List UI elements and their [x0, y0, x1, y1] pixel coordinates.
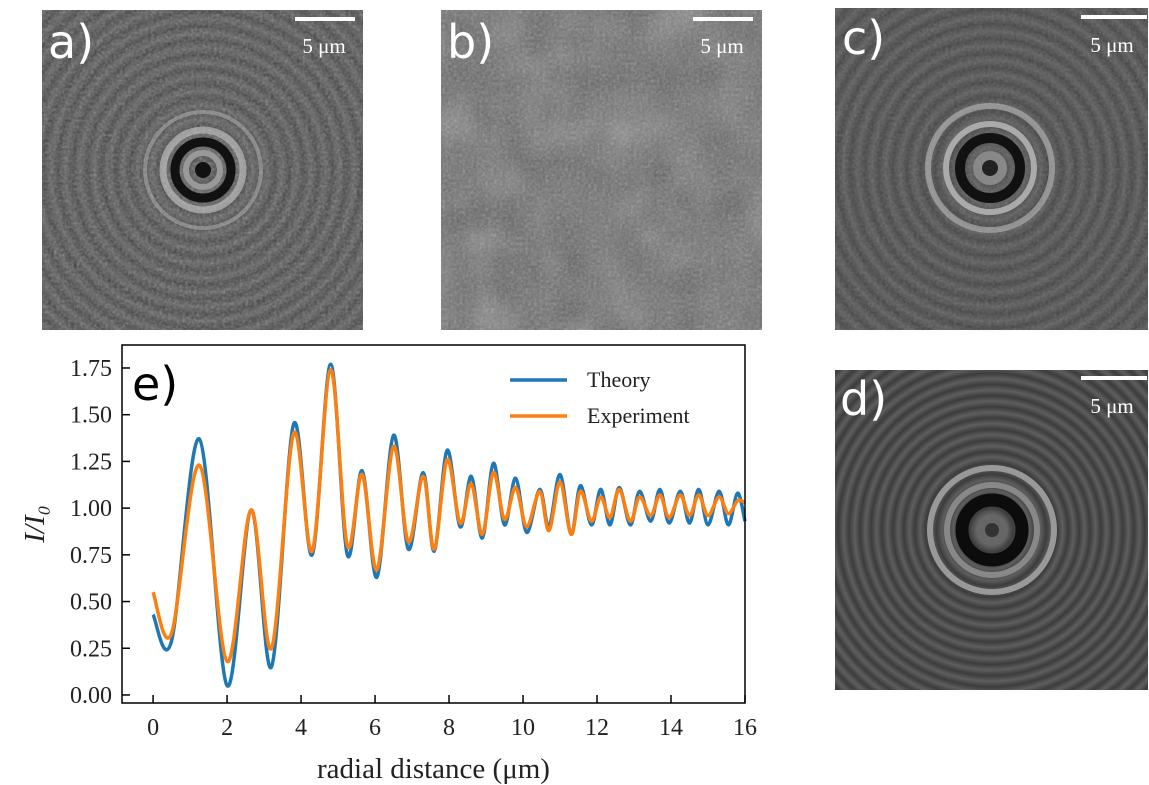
y-tick-label: 1.25: [70, 449, 112, 475]
y-axis-label: I/I₀: [19, 505, 51, 543]
scale-label: 5 μm: [1090, 33, 1133, 57]
x-tick-label: 12: [585, 715, 609, 741]
scale-label: 5 μm: [700, 34, 743, 58]
x-tick-label: 16: [733, 715, 757, 741]
x-tick-label: 8: [443, 715, 455, 741]
legend-label: Theory: [587, 367, 651, 392]
x-axis-label: radial distance (μm): [317, 753, 550, 785]
panel-label: b): [447, 15, 494, 69]
panel-label: a): [48, 15, 94, 69]
x-tick-label: 6: [369, 715, 381, 741]
chart-e: 0 2 4 6 8 10 12 14 16 0.00 0.25 0.50 0.75 1.00 1.25 1.5…: [19, 344, 757, 785]
panel-b: 5 μm b): [441, 10, 762, 330]
y-tick-label: 0.75: [70, 543, 112, 569]
panel-d: 5 μm d): [835, 370, 1148, 690]
x-tick-label: 14: [659, 715, 683, 741]
scale-label: 5 μm: [1090, 394, 1133, 418]
plot-frame: [121, 344, 746, 704]
legend-label: Experiment: [587, 403, 690, 428]
x-tick-label: 10: [511, 715, 535, 741]
y-tick-label: 0.00: [70, 683, 112, 709]
x-tick-label: 0: [147, 715, 159, 741]
panel-label: d): [840, 372, 887, 426]
scale-label: 5 μm: [302, 34, 345, 58]
x-tick-label: 2: [221, 715, 233, 741]
y-tick-label: 0.50: [70, 590, 112, 616]
x-tick-label: 4: [295, 715, 307, 741]
panel-label: e): [132, 357, 178, 411]
y-tick-label: 1.50: [70, 403, 112, 429]
panel-label: c): [842, 11, 885, 65]
y-tick-label: 1.00: [70, 496, 112, 522]
panel-a: 5 μm a): [42, 10, 363, 330]
panel-c: 5 μm c): [835, 8, 1148, 330]
plot-area: [122, 345, 745, 703]
line-series: [151, 368, 746, 664]
y-tick-label: 0.25: [70, 636, 112, 662]
y-tick-label: 1.75: [70, 356, 112, 382]
